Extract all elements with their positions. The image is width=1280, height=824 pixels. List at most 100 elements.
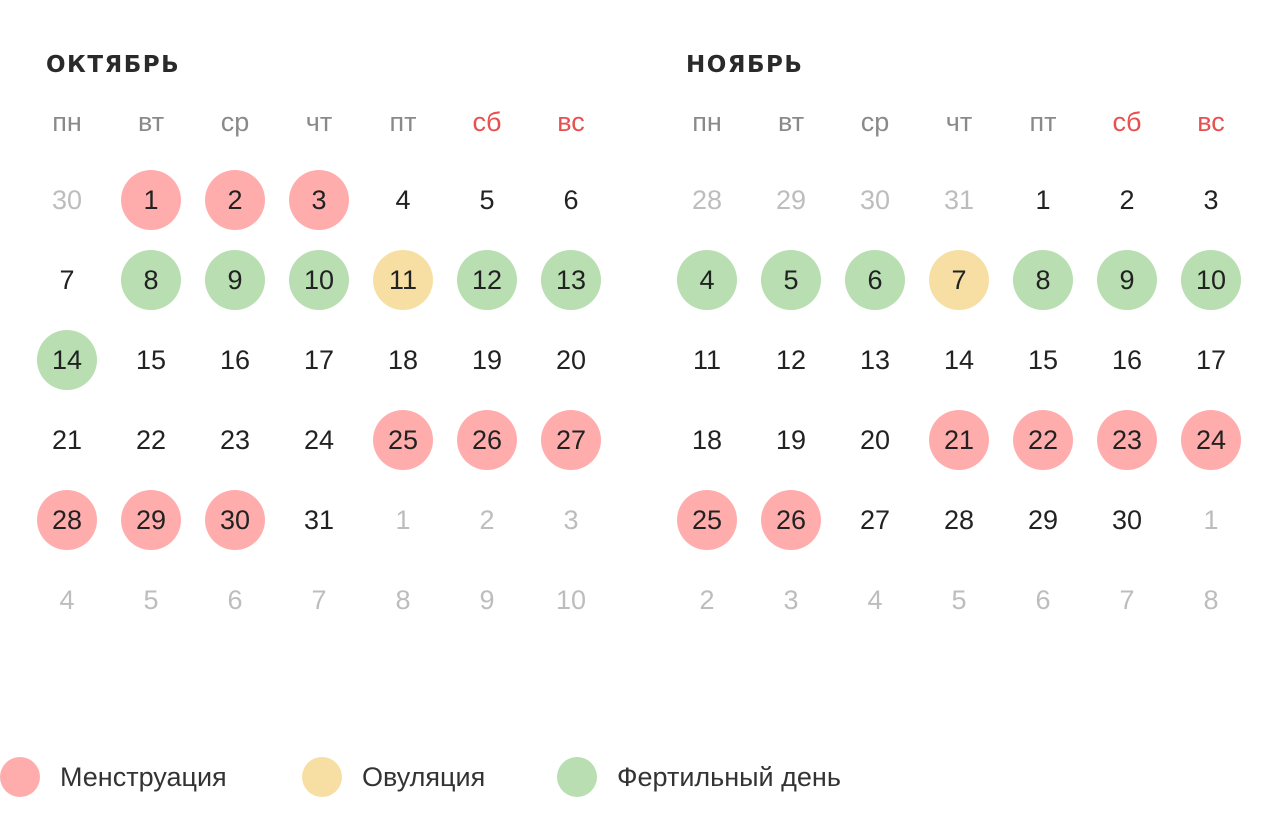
day-cell[interactable]: 11 (361, 240, 445, 320)
day-cell[interactable]: 31 (277, 480, 361, 560)
day-cell[interactable]: 27 (529, 400, 613, 480)
day-cell[interactable]: 18 (665, 400, 749, 480)
day-cell-other-month[interactable]: 8 (361, 560, 445, 640)
day-cell-other-month[interactable]: 2 (445, 480, 529, 560)
day-cell[interactable]: 11 (665, 320, 749, 400)
day-cell[interactable]: 30 (1085, 480, 1169, 560)
day-cell[interactable]: 22 (109, 400, 193, 480)
day-cell[interactable]: 8 (1001, 240, 1085, 320)
day-cell[interactable]: 16 (1085, 320, 1169, 400)
day-cell[interactable]: 23 (193, 400, 277, 480)
day-cell-other-month[interactable]: 7 (1085, 560, 1169, 640)
day-cell[interactable]: 24 (277, 400, 361, 480)
day-cell[interactable]: 29 (1001, 480, 1085, 560)
day-cell[interactable]: 4 (665, 240, 749, 320)
day-cell[interactable]: 3 (277, 160, 361, 240)
day-number: 9 (1097, 250, 1157, 310)
day-cell-other-month[interactable]: 29 (749, 160, 833, 240)
day-cell[interactable]: 25 (361, 400, 445, 480)
day-cell-other-month[interactable]: 30 (833, 160, 917, 240)
day-number: 27 (541, 410, 601, 470)
day-cell-other-month[interactable]: 4 (833, 560, 917, 640)
day-cell[interactable]: 19 (749, 400, 833, 480)
day-cell[interactable]: 22 (1001, 400, 1085, 480)
day-number: 10 (289, 250, 349, 310)
day-cell[interactable]: 19 (445, 320, 529, 400)
day-cell[interactable]: 27 (833, 480, 917, 560)
day-cell-other-month[interactable]: 2 (665, 560, 749, 640)
day-cell[interactable]: 30 (193, 480, 277, 560)
day-cell[interactable]: 28 (25, 480, 109, 560)
day-number: 13 (859, 344, 891, 375)
day-cell[interactable]: 15 (1001, 320, 1085, 400)
day-cell[interactable]: 26 (749, 480, 833, 560)
day-cell[interactable]: 10 (1169, 240, 1253, 320)
day-cell[interactable]: 6 (529, 160, 613, 240)
day-cell[interactable]: 7 (25, 240, 109, 320)
day-cell[interactable]: 20 (833, 400, 917, 480)
day-cell[interactable]: 29 (109, 480, 193, 560)
day-cell[interactable]: 6 (833, 240, 917, 320)
day-cell[interactable]: 21 (25, 400, 109, 480)
day-cell[interactable]: 16 (193, 320, 277, 400)
day-cell[interactable]: 17 (277, 320, 361, 400)
day-cell[interactable]: 9 (193, 240, 277, 320)
day-cell[interactable]: 3 (1169, 160, 1253, 240)
day-cell-other-month[interactable]: 6 (1001, 560, 1085, 640)
day-cell[interactable]: 1 (1001, 160, 1085, 240)
day-number: 29 (121, 490, 181, 550)
day-cell-other-month[interactable]: 6 (193, 560, 277, 640)
day-cell[interactable]: 25 (665, 480, 749, 560)
day-number: 1 (121, 170, 181, 230)
day-cell-other-month[interactable]: 31 (917, 160, 1001, 240)
day-cell[interactable]: 2 (193, 160, 277, 240)
day-cell-other-month[interactable]: 4 (25, 560, 109, 640)
day-cell[interactable]: 8 (109, 240, 193, 320)
day-cell[interactable]: 21 (917, 400, 1001, 480)
fertile-dot-icon (557, 757, 597, 797)
day-number: 13 (541, 250, 601, 310)
day-cell[interactable]: 20 (529, 320, 613, 400)
day-number: 6 (1035, 584, 1051, 615)
day-cell-other-month[interactable]: 9 (445, 560, 529, 640)
day-cell-other-month[interactable]: 7 (277, 560, 361, 640)
day-cell[interactable]: 13 (529, 240, 613, 320)
day-cell[interactable]: 26 (445, 400, 529, 480)
day-grid: 30 1 2 3 4 5 6 7 8 9 10 11 12 13 14 15 16 17 18 19 20 21 22 23 2… (25, 160, 613, 640)
day-cell[interactable]: 7 (917, 240, 1001, 320)
day-cell-other-month[interactable]: 10 (529, 560, 613, 640)
day-cell-other-month[interactable]: 30 (25, 160, 109, 240)
day-grid: 28 29 30 31 1 2 3 4 5 6 7 8 9 10 11 12 13 14 15 16 17 18 19 20 2… (665, 160, 1253, 640)
day-cell[interactable]: 17 (1169, 320, 1253, 400)
day-cell[interactable]: 9 (1085, 240, 1169, 320)
day-number: 4 (59, 584, 75, 615)
day-cell[interactable]: 10 (277, 240, 361, 320)
day-cell[interactable]: 5 (749, 240, 833, 320)
day-cell-other-month[interactable]: 8 (1169, 560, 1253, 640)
day-number: 9 (205, 250, 265, 310)
day-cell-other-month[interactable]: 28 (665, 160, 749, 240)
day-cell-other-month[interactable]: 1 (361, 480, 445, 560)
day-cell[interactable]: 15 (109, 320, 193, 400)
day-number: 30 (51, 184, 83, 215)
day-number: 26 (761, 490, 821, 550)
day-cell[interactable]: 24 (1169, 400, 1253, 480)
day-cell[interactable]: 5 (445, 160, 529, 240)
day-cell[interactable]: 4 (361, 160, 445, 240)
day-number: 7 (59, 264, 75, 295)
day-cell-other-month[interactable]: 3 (749, 560, 833, 640)
day-cell[interactable]: 14 (25, 320, 109, 400)
day-cell[interactable]: 12 (749, 320, 833, 400)
day-cell[interactable]: 13 (833, 320, 917, 400)
day-cell[interactable]: 2 (1085, 160, 1169, 240)
day-cell-other-month[interactable]: 1 (1169, 480, 1253, 560)
day-cell[interactable]: 28 (917, 480, 1001, 560)
day-cell-other-month[interactable]: 5 (109, 560, 193, 640)
day-cell-other-month[interactable]: 3 (529, 480, 613, 560)
day-cell[interactable]: 12 (445, 240, 529, 320)
day-cell[interactable]: 1 (109, 160, 193, 240)
day-cell-other-month[interactable]: 5 (917, 560, 1001, 640)
day-cell[interactable]: 23 (1085, 400, 1169, 480)
day-cell[interactable]: 14 (917, 320, 1001, 400)
day-cell[interactable]: 18 (361, 320, 445, 400)
